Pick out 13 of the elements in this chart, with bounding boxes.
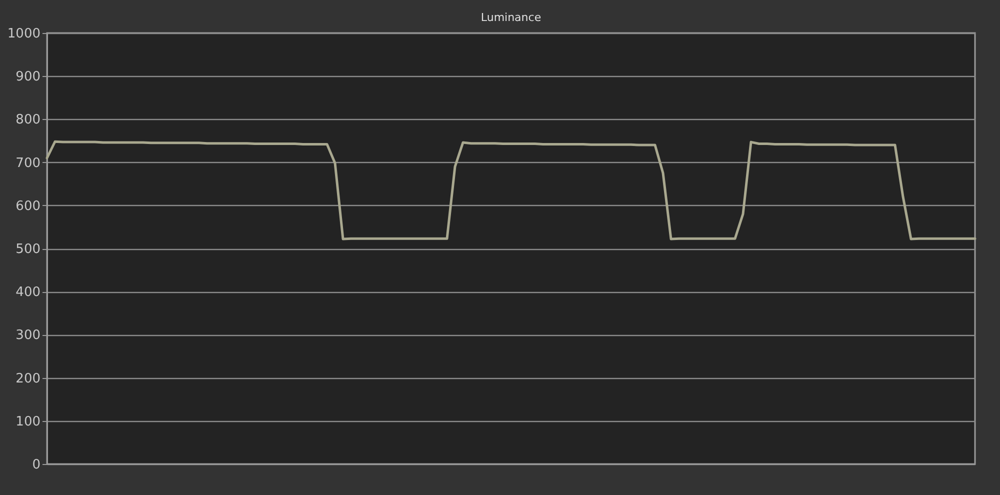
- y-tick-label: 600: [16, 198, 40, 214]
- y-tick-label: 400: [16, 285, 40, 300]
- y-tick-label: 300: [16, 328, 40, 344]
- chart-title: Luminance: [480, 11, 542, 24]
- y-tick-label: 900: [16, 70, 40, 85]
- y-tick-label: 800: [16, 112, 40, 128]
- y-tick-label: 500: [16, 242, 40, 257]
- line-series: [46, 140, 976, 240]
- y-tick-label: 700: [16, 156, 40, 171]
- y-tick-label: 200: [16, 371, 40, 386]
- y-tick-label: 100: [16, 414, 40, 430]
- y-tick-label: 0: [32, 458, 40, 472]
- y-tick-label: 1000: [7, 26, 40, 42]
